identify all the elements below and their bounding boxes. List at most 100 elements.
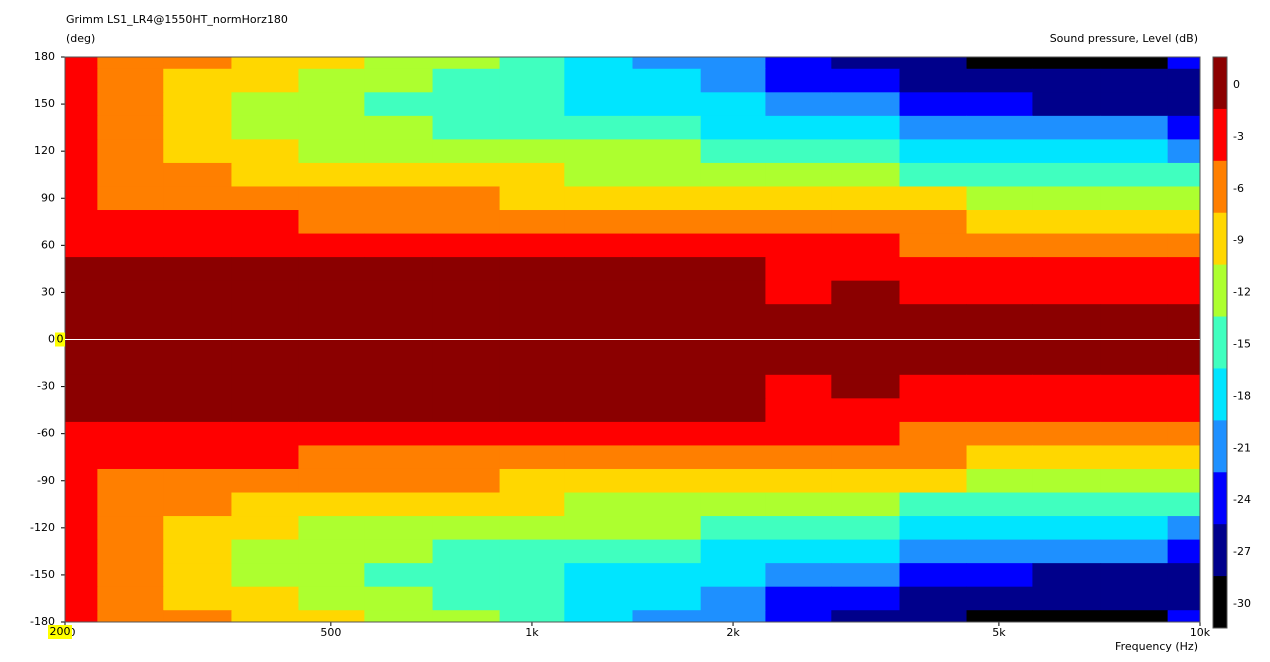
- heat-cell: [700, 304, 766, 329]
- heat-cell: [700, 92, 766, 117]
- colorbar-band: [1213, 316, 1227, 369]
- heat-cell: [97, 139, 164, 164]
- heat-cell: [432, 539, 501, 564]
- heat-cell: [65, 162, 98, 187]
- heat-cell: [97, 539, 164, 564]
- heat-cell: [831, 586, 901, 611]
- heat-cell: [364, 445, 434, 470]
- heat-cell: [1167, 68, 1201, 93]
- heat-cell: [432, 304, 501, 329]
- y-tick-label: 120: [34, 144, 55, 157]
- heat-cell: [831, 516, 901, 541]
- heat-cell: [97, 162, 164, 187]
- heat-cell: [966, 421, 1033, 446]
- heat-cell: [632, 610, 702, 623]
- heat-cell: [899, 351, 968, 376]
- heat-cell: [432, 492, 501, 517]
- heat-cell: [564, 421, 633, 446]
- heat-cell: [632, 162, 702, 187]
- heat-cell: [564, 539, 633, 564]
- heat-cell: [298, 563, 365, 588]
- heat-cell: [966, 492, 1033, 517]
- heat-cell: [97, 398, 164, 423]
- heat-cell: [499, 539, 565, 564]
- heat-cell: [499, 280, 565, 305]
- heat-cell: [1032, 374, 1102, 399]
- y-tick-label: 0: [48, 333, 55, 346]
- heat-cell: [231, 304, 299, 329]
- heat-cell: [499, 351, 565, 376]
- heat-cell: [364, 92, 434, 117]
- y-tick-label: -60: [37, 427, 55, 440]
- heat-cell: [1167, 186, 1201, 211]
- heat-cell: [231, 398, 299, 423]
- heat-cell: [1100, 516, 1169, 541]
- heat-cell: [499, 162, 565, 187]
- heat-cell: [765, 586, 832, 611]
- heat-cell: [1032, 92, 1102, 117]
- heat-cell: [97, 233, 164, 258]
- heat-cell: [632, 421, 702, 446]
- heat-cell: [163, 186, 232, 211]
- heat-cell: [1167, 374, 1201, 399]
- heat-cell: [432, 115, 501, 140]
- heat-cell: [432, 280, 501, 305]
- heat-cell: [700, 139, 766, 164]
- y-tick-label: 90: [41, 191, 55, 204]
- heat-cell: [1167, 586, 1201, 611]
- heat-cell: [1100, 351, 1169, 376]
- colorbar-label: -21: [1233, 441, 1251, 454]
- heat-cell: [632, 210, 702, 235]
- heat-cell: [432, 586, 501, 611]
- heat-cell: [298, 492, 365, 517]
- heat-cell: [831, 92, 901, 117]
- heat-cell: [298, 516, 365, 541]
- colorbar-frame: [1212, 56, 1228, 629]
- heat-cell: [1167, 468, 1201, 494]
- heat-cell: [564, 398, 633, 423]
- heat-cell: [298, 257, 365, 282]
- heat-cell: [1032, 210, 1102, 235]
- heat-cell: [1100, 162, 1169, 187]
- heat-cell: [765, 492, 832, 517]
- heat-cell: [632, 139, 702, 164]
- heat-cell: [364, 586, 434, 611]
- heat-cell: [1100, 610, 1169, 623]
- heat-cell: [1167, 563, 1201, 588]
- heat-cell: [1167, 115, 1201, 140]
- heat-cell: [700, 162, 766, 187]
- heat-cell: [499, 374, 565, 399]
- heat-cell: [1167, 351, 1201, 376]
- heat-cell: [966, 374, 1033, 399]
- heat-cell: [1100, 68, 1169, 93]
- heat-cell: [966, 351, 1033, 376]
- heat-cell: [966, 610, 1033, 623]
- heat-cell: [1032, 68, 1102, 93]
- chart-title: Grimm LS1_LR4@1550HT_normHorz180: [66, 13, 288, 26]
- heat-cell: [97, 516, 164, 541]
- heat-cell: [700, 563, 766, 588]
- heat-cell: [899, 210, 968, 235]
- colorbar-band: [1213, 576, 1227, 629]
- colorbar-band: [1213, 420, 1227, 473]
- y-tick-label: 180: [34, 50, 55, 63]
- heat-cell: [364, 351, 434, 376]
- heat-cell: [1167, 445, 1201, 470]
- heat-cell: [364, 115, 434, 140]
- heat-cell: [899, 304, 968, 329]
- heat-cell: [163, 233, 232, 258]
- heat-cell: [831, 186, 901, 211]
- heat-cell: [432, 445, 501, 470]
- heat-cell: [97, 610, 164, 623]
- heat-cell: [298, 468, 365, 494]
- y-tick-label: 60: [41, 238, 55, 251]
- heat-cell: [966, 539, 1033, 564]
- heat-cell: [899, 186, 968, 211]
- heat-cell: [1167, 92, 1201, 117]
- heat-cell: [231, 421, 299, 446]
- heat-cell: [163, 92, 232, 117]
- heat-cell: [65, 610, 98, 623]
- heat-cell: [1167, 421, 1201, 446]
- cells: [65, 57, 1201, 623]
